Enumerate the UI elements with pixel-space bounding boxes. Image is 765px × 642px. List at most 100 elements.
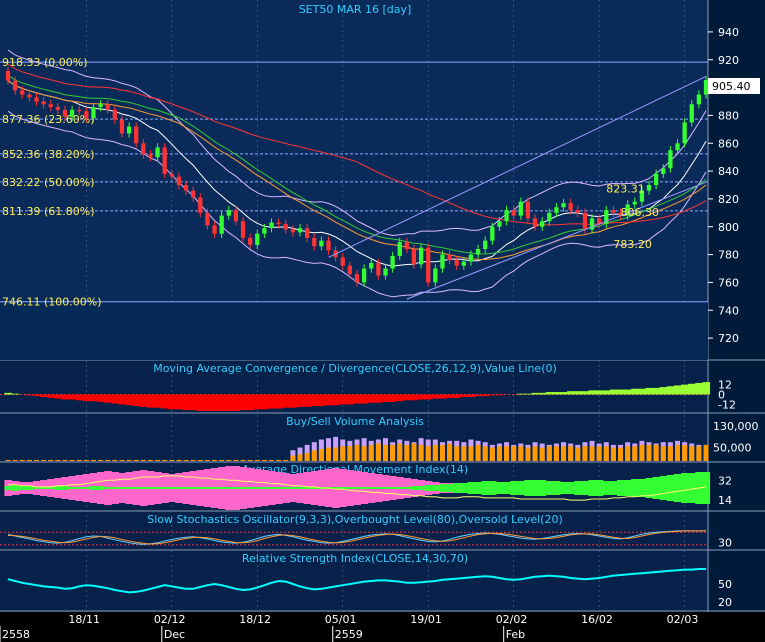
candle-body[interactable]	[611, 210, 616, 213]
candle-body[interactable]	[604, 210, 609, 224]
candle-body[interactable]	[490, 226, 495, 241]
candlesticks[interactable]	[5, 49, 709, 300]
candle-body[interactable]	[454, 260, 459, 266]
candle-body[interactable]	[518, 201, 523, 216]
candle-body[interactable]	[141, 143, 146, 155]
candle-body[interactable]	[84, 111, 89, 119]
candle-body[interactable]	[20, 90, 25, 95]
candle-body[interactable]	[682, 122, 687, 144]
candle-body[interactable]	[696, 94, 702, 105]
candle-body[interactable]	[148, 154, 153, 158]
candle-body[interactable]	[618, 212, 623, 216]
candle-body[interactable]	[340, 257, 345, 266]
candle-body[interactable]	[426, 247, 431, 283]
candle-body[interactable]	[440, 254, 445, 269]
candle-body[interactable]	[540, 221, 545, 227]
candle-body[interactable]	[418, 247, 424, 265]
candle-body[interactable]	[625, 204, 630, 216]
candle-body[interactable]	[91, 107, 96, 119]
candle-body[interactable]	[134, 126, 139, 144]
candle-body[interactable]	[668, 150, 673, 169]
candle-body[interactable]	[632, 201, 637, 205]
candle-body[interactable]	[12, 80, 18, 91]
candle-body[interactable]	[48, 104, 53, 108]
candle-body[interactable]	[675, 143, 680, 151]
candle-body[interactable]	[105, 104, 110, 110]
adx-panel[interactable]: 32 14	[4, 466, 732, 510]
candle-body[interactable]	[212, 225, 217, 234]
candle-body[interactable]	[568, 203, 573, 211]
candle-body[interactable]	[240, 221, 246, 238]
candle-body[interactable]	[290, 229, 296, 233]
candle-body[interactable]	[475, 249, 481, 255]
price-panel[interactable]: SET50 MAR 16 [day] 940920900880860840820…	[0, 3, 760, 360]
candle-body[interactable]	[326, 240, 331, 251]
candle-body[interactable]	[269, 222, 274, 229]
candle-body[interactable]	[169, 173, 174, 177]
candle-body[interactable]	[62, 109, 68, 117]
candle-body[interactable]	[589, 218, 595, 230]
macd-panel[interactable]: 120-12	[0, 379, 736, 412]
candle-body[interactable]	[554, 207, 559, 213]
candle-body[interactable]	[354, 274, 360, 283]
candle-body[interactable]	[433, 268, 438, 283]
candle-body[interactable]	[312, 237, 317, 247]
candle-body[interactable]	[262, 228, 267, 234]
candle-body[interactable]	[191, 190, 196, 198]
candle-body[interactable]	[483, 240, 488, 250]
candle-body[interactable]	[532, 218, 538, 227]
candle-body[interactable]	[155, 147, 160, 158]
candle-body[interactable]	[497, 221, 502, 227]
candle-body[interactable]	[248, 237, 253, 245]
candle-body[interactable]	[654, 173, 659, 185]
candle-body[interactable]	[511, 210, 516, 216]
candle-body[interactable]	[162, 147, 167, 174]
candle-body[interactable]	[55, 107, 60, 110]
candle-body[interactable]	[276, 222, 281, 224]
candle-body[interactable]	[176, 176, 182, 185]
candle-body[interactable]	[561, 203, 566, 208]
candle-body[interactable]	[390, 255, 395, 269]
candle-body[interactable]	[205, 212, 210, 226]
candle-body[interactable]	[461, 261, 466, 266]
candle-body[interactable]	[547, 212, 552, 222]
candle-body[interactable]	[126, 126, 132, 134]
candle-body[interactable]	[41, 101, 46, 105]
candle-body[interactable]	[383, 268, 388, 276]
candle-body[interactable]	[582, 212, 588, 230]
candle-body[interactable]	[226, 210, 231, 216]
candle-body[interactable]	[319, 240, 324, 247]
candle-body[interactable]	[468, 254, 474, 262]
candle-body[interactable]	[646, 185, 652, 191]
candle-body[interactable]	[639, 190, 645, 202]
candle-body[interactable]	[575, 210, 580, 213]
candle-body[interactable]	[198, 197, 203, 213]
candle-body[interactable]	[347, 265, 353, 275]
candle-body[interactable]	[504, 210, 509, 222]
candle-body[interactable]	[69, 109, 75, 117]
volume-panel[interactable]: 130,000 50,000	[5, 420, 759, 461]
candle-body[interactable]	[255, 233, 260, 245]
candle-body[interactable]	[5, 70, 11, 81]
candle-body[interactable]	[369, 262, 374, 269]
candle-body[interactable]	[404, 242, 409, 250]
candle-body[interactable]	[98, 104, 103, 108]
stochastic-panel[interactable]: 30	[0, 530, 732, 550]
candle-body[interactable]	[411, 249, 417, 265]
candle-body[interactable]	[112, 109, 117, 120]
candle-body[interactable]	[283, 223, 288, 230]
candle-body[interactable]	[703, 80, 709, 95]
candle-body[interactable]	[77, 109, 82, 112]
candle-body[interactable]	[661, 168, 666, 174]
candle-body[interactable]	[219, 215, 224, 234]
candle-body[interactable]	[447, 254, 452, 261]
candle-body[interactable]	[361, 268, 367, 283]
candle-body[interactable]	[233, 210, 239, 222]
candle-body[interactable]	[34, 97, 39, 102]
candle-body[interactable]	[397, 242, 402, 256]
candle-body[interactable]	[119, 119, 125, 134]
candle-body[interactable]	[597, 218, 602, 224]
candle-body[interactable]	[27, 94, 32, 98]
